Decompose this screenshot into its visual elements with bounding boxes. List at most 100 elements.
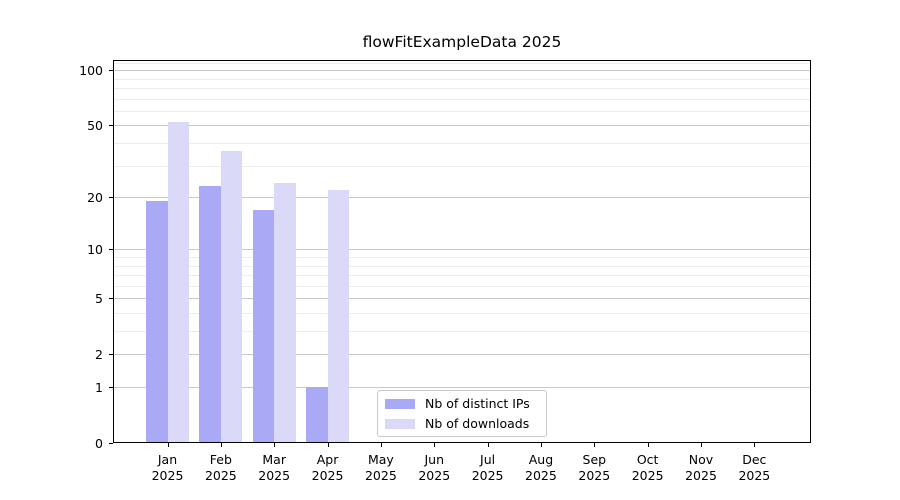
- x-tick-label: Nov 2025: [669, 452, 733, 483]
- x-tick-label-year: 2025: [738, 467, 771, 483]
- x-tick-label-month: Apr: [316, 452, 339, 467]
- bar-downloads: [167, 122, 189, 442]
- x-tick-label-year: 2025: [364, 467, 397, 483]
- y-tick-label: 100: [79, 62, 103, 78]
- gridline-minor: [114, 285, 810, 287]
- x-tick: [220, 443, 222, 447]
- gridline-major: [114, 298, 810, 300]
- x-tick-label-month: May: [367, 452, 394, 467]
- gridline-major: [114, 387, 810, 388]
- y-tick: [109, 125, 113, 127]
- x-tick-label-year: 2025: [418, 467, 451, 483]
- y-tick-label: 10: [87, 241, 103, 257]
- y-tick-label: 2: [95, 346, 103, 362]
- x-tick-label-month: Mar: [262, 452, 286, 467]
- x-tick-label: Sep 2025: [562, 452, 626, 483]
- gridline-minor: [114, 88, 810, 90]
- x-tick-label-month: Dec: [742, 452, 767, 467]
- x-tick-label-year: 2025: [151, 467, 184, 483]
- y-tick: [109, 249, 113, 251]
- x-tick-label: May 2025: [349, 452, 413, 483]
- gridline-minor: [114, 275, 810, 277]
- bar-downloads: [274, 182, 296, 442]
- x-tick-label: Oct 2025: [616, 452, 680, 483]
- legend-item: Nb of distinct IPs: [385, 396, 546, 411]
- x-tick: [434, 443, 436, 447]
- legend-label: Nb of downloads: [425, 416, 530, 431]
- x-tick-label-year: 2025: [525, 467, 557, 483]
- x-tick-label: Mar 2025: [242, 452, 306, 483]
- x-tick-label: Feb 2025: [189, 452, 253, 483]
- x-tick-label: Jan 2025: [136, 452, 200, 483]
- y-tick: [109, 298, 113, 300]
- x-tick: [754, 443, 756, 447]
- x-tick: [647, 443, 649, 447]
- x-tick: [380, 443, 382, 447]
- gridline-major: [114, 197, 810, 199]
- gridline-major: [114, 70, 810, 72]
- bar-distinct-ips: [146, 201, 168, 442]
- x-tick-label-year: 2025: [204, 467, 237, 483]
- gridline-minor: [114, 62, 810, 64]
- x-tick-label-year: 2025: [311, 467, 344, 483]
- y-tick-label: 0: [95, 435, 103, 451]
- x-tick-label-year: 2025: [578, 467, 611, 483]
- x-tick: [327, 443, 329, 447]
- gridline-major: [114, 354, 810, 356]
- x-tick-label-year: 2025: [631, 467, 664, 483]
- y-tick: [109, 70, 113, 72]
- x-tick-label-year: 2025: [258, 467, 291, 483]
- bar-distinct-ips: [199, 186, 221, 442]
- chart-title: flowFitExampleData 2025: [362, 33, 562, 51]
- x-tick: [167, 443, 169, 447]
- gridline-minor: [114, 78, 810, 80]
- x-tick: [487, 443, 489, 447]
- x-tick-label: Dec 2025: [722, 452, 786, 483]
- y-tick-label: 5: [95, 290, 103, 306]
- bar-downloads: [327, 189, 350, 442]
- y-tick: [109, 354, 113, 356]
- legend: Nb of distinct IPs Nb of downloads: [377, 390, 547, 437]
- x-tick-label-month: Jun: [424, 452, 445, 467]
- x-tick-label-year: 2025: [685, 467, 717, 483]
- bar-downloads: [220, 151, 243, 442]
- plot-area: [113, 60, 811, 443]
- x-tick-label-month: Oct: [636, 452, 659, 467]
- gridline-minor: [114, 312, 810, 314]
- x-tick-label-month: Nov: [688, 452, 714, 467]
- y-tick: [109, 387, 113, 388]
- gridline-minor: [114, 98, 810, 100]
- legend-swatch: [385, 398, 415, 409]
- legend-label: Nb of distinct IPs: [425, 396, 530, 411]
- gridline-minor: [114, 257, 810, 258]
- legend-item: Nb of downloads: [385, 416, 546, 431]
- x-tick: [540, 443, 542, 447]
- x-tick-label-month: Sep: [582, 452, 607, 467]
- gridline-minor: [114, 110, 810, 112]
- x-tick: [701, 443, 702, 447]
- gridline-minor: [114, 143, 810, 145]
- legend-swatch: [385, 418, 415, 429]
- bar-distinct-ips: [252, 209, 275, 442]
- x-tick-label: Aug 2025: [509, 452, 573, 483]
- gridline-minor: [114, 265, 810, 267]
- x-tick-label-month: Jan: [157, 452, 178, 467]
- gridline-minor: [114, 331, 810, 333]
- x-tick-label: Jul 2025: [456, 452, 520, 483]
- x-tick-label: Apr 2025: [296, 452, 360, 483]
- x-tick: [594, 443, 596, 447]
- gridline-major: [114, 125, 810, 127]
- x-tick-label: Jun 2025: [402, 452, 466, 483]
- x-tick-label-month: Jul: [480, 452, 496, 467]
- y-tick-label: 50: [87, 117, 103, 133]
- y-tick: [109, 197, 113, 199]
- bar-distinct-ips: [306, 387, 328, 442]
- x-tick-label-month: Feb: [209, 452, 232, 467]
- x-tick: [274, 443, 276, 447]
- gridline-minor: [114, 165, 810, 167]
- y-tick: [109, 443, 113, 444]
- x-tick-label-year: 2025: [471, 467, 504, 483]
- x-tick-label-month: Aug: [528, 452, 554, 467]
- gridline-major: [114, 249, 810, 251]
